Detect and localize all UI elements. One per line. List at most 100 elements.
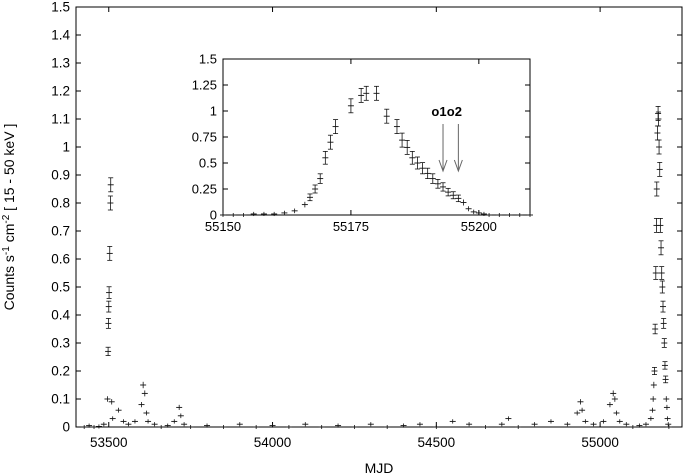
main-data-point — [653, 181, 660, 197]
main-xtick-label: 54000 — [254, 435, 292, 450]
inset-ytick-label: 0.75 — [192, 130, 217, 145]
main-data-point — [433, 425, 440, 429]
main-data-point — [449, 419, 456, 424]
main-data-point — [515, 425, 522, 429]
main-data-point — [662, 375, 669, 384]
main-data-point — [140, 381, 147, 389]
main-xtick-label: 55000 — [581, 435, 619, 450]
main-data-point — [649, 407, 656, 413]
main-ytick-label: 0.7 — [51, 224, 70, 239]
main-data-point — [623, 422, 630, 427]
main-data-point — [181, 422, 188, 427]
inset-data-point — [220, 213, 226, 217]
inset-data-point — [440, 182, 447, 192]
main-data-point — [107, 177, 114, 193]
main-data-point — [220, 425, 227, 429]
main-data-point — [367, 422, 374, 427]
main-data-point — [654, 125, 661, 141]
main-data-points — [81, 106, 672, 429]
annotation-arrowhead-o1 — [438, 159, 448, 173]
inset-data-point — [363, 85, 370, 101]
main-ytick-label: 0.9 — [51, 168, 70, 183]
inset-data-point — [317, 173, 324, 184]
main-data-point — [661, 361, 668, 370]
main-data-point — [505, 416, 512, 421]
main-data-point — [164, 423, 171, 428]
main-data-point — [86, 423, 93, 428]
main-data-point — [384, 425, 391, 429]
main-ytick-label: 0.4 — [51, 308, 70, 323]
inset-data-point — [322, 150, 329, 165]
inset-data-point — [465, 206, 472, 212]
inset-data-point — [271, 211, 278, 217]
inset-ytick-label: 0.25 — [192, 182, 217, 197]
annotation-label-o1: o1 — [431, 104, 446, 119]
main-ytick-label: 1.1 — [51, 112, 70, 127]
main-data-point — [665, 425, 672, 429]
inset-data-point — [358, 88, 365, 103]
inset-data-point — [434, 178, 441, 189]
inset-data-point — [429, 173, 436, 184]
main-data-point — [647, 416, 654, 421]
inset-ytick-label: 1 — [210, 104, 217, 119]
main-data-point — [579, 407, 586, 413]
inset-xtick-label: 55175 — [333, 219, 369, 234]
main-ytick-label: 0.6 — [51, 252, 70, 267]
main-data-point — [498, 422, 505, 427]
inset-data-point — [240, 213, 247, 217]
main-data-point — [466, 422, 473, 427]
inset-ytick-label: 0 — [210, 208, 217, 223]
inset-xtick-label: 55150 — [205, 219, 241, 234]
inset-data-point — [455, 194, 462, 203]
main-data-point — [171, 419, 178, 424]
inset-data-point — [409, 150, 416, 165]
main-ytick-label: 1.2 — [51, 84, 70, 99]
inset-data-points — [220, 85, 533, 217]
inset-data-point — [419, 162, 426, 175]
inset-data-point — [373, 85, 380, 101]
main-data-point — [104, 396, 111, 402]
inset-data-point — [347, 98, 354, 114]
inset-axis-ticks: 0 0.25 0.5 0.75 1 1.25 1.5 55150 55175 55200 — [192, 52, 530, 234]
main-data-point — [652, 323, 659, 335]
main-ytick-label: 1.5 — [51, 0, 70, 15]
inset-data-point — [312, 184, 319, 194]
main-data-point — [564, 422, 571, 427]
main-data-point — [657, 217, 664, 233]
inset-data-point — [393, 119, 400, 135]
main-data-point — [664, 416, 671, 421]
inset-data-point — [399, 132, 406, 148]
inset-data-point — [475, 210, 482, 216]
main-data-point — [663, 396, 670, 402]
main-data-point — [177, 413, 184, 419]
inset-data-point — [332, 119, 339, 135]
main-data-point — [482, 425, 489, 429]
main-data-point — [106, 246, 113, 261]
main-data-point — [187, 425, 194, 429]
main-data-point — [616, 419, 623, 424]
main-data-point — [665, 422, 672, 427]
main-data-point — [204, 423, 211, 428]
main-xtick-label: 53500 — [90, 435, 128, 450]
inset-data-point — [291, 208, 298, 214]
inset-data-point — [301, 201, 308, 208]
inset-data-point — [516, 213, 523, 217]
main-data-point — [158, 425, 165, 429]
y-axis-label: Counts s-1 cm-2 [ 15 - 50 keV ] — [1, 124, 17, 311]
main-data-point — [105, 346, 112, 356]
main-data-point — [236, 422, 243, 427]
inset-data-point — [460, 199, 467, 206]
main-ytick-label: 1.4 — [51, 28, 70, 43]
main-data-point — [115, 407, 122, 413]
main-data-point — [629, 425, 636, 429]
inset-xtick-label: 55200 — [461, 219, 497, 234]
main-data-point — [660, 300, 667, 313]
inset-data-point — [450, 191, 457, 200]
main-data-point — [658, 240, 665, 256]
main-data-point — [590, 422, 597, 427]
main-data-point — [606, 401, 613, 408]
main-data-point — [131, 419, 138, 424]
main-axis-ticks: 0 0.1 0.2 0.3 0.4 0.5 0.6 0.7 0.8 0.9 1 1.1 1.2 1.3 1.… — [51, 0, 682, 450]
main-data-point — [652, 266, 659, 280]
main-data-point — [351, 425, 358, 429]
